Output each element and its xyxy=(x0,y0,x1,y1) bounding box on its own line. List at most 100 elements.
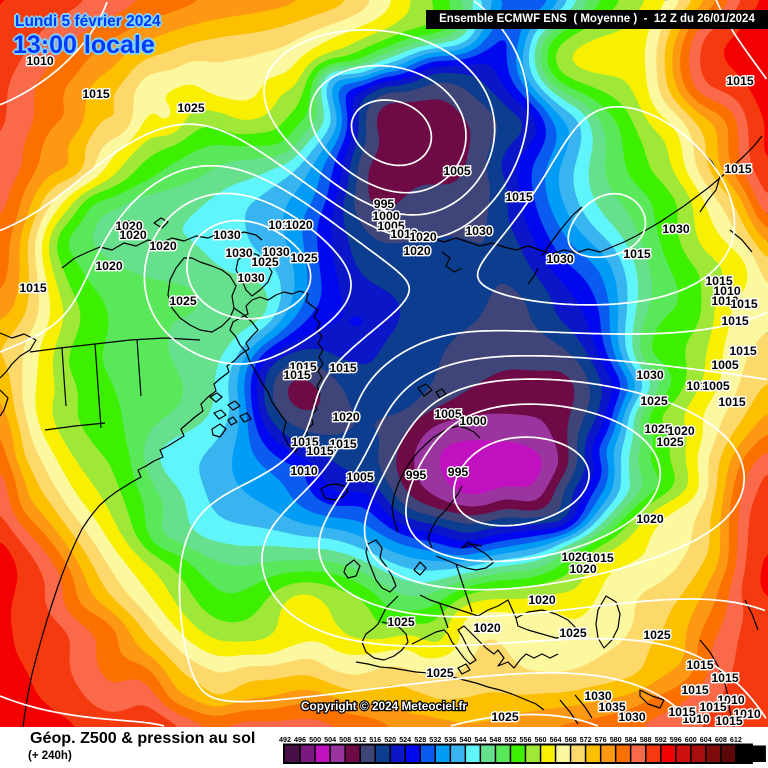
svg-text:995: 995 xyxy=(406,468,427,482)
svg-text:1015: 1015 xyxy=(623,247,651,261)
svg-text:1030: 1030 xyxy=(237,271,265,285)
svg-text:1005: 1005 xyxy=(434,407,462,421)
svg-text:588: 588 xyxy=(640,735,652,744)
svg-text:1020: 1020 xyxy=(561,550,589,564)
svg-text:1010: 1010 xyxy=(733,707,761,721)
svg-text:1000: 1000 xyxy=(372,209,400,223)
svg-text:556: 556 xyxy=(520,735,532,744)
svg-text:1015: 1015 xyxy=(82,87,110,101)
svg-text:1025: 1025 xyxy=(644,422,672,436)
svg-text:1030: 1030 xyxy=(584,689,612,703)
svg-text:1025: 1025 xyxy=(169,294,197,308)
svg-text:1015: 1015 xyxy=(705,274,733,288)
svg-text:1010: 1010 xyxy=(26,54,54,68)
svg-text:1020: 1020 xyxy=(115,219,143,233)
svg-text:1025: 1025 xyxy=(643,628,671,642)
svg-text:1010: 1010 xyxy=(390,227,418,241)
svg-text:1015: 1015 xyxy=(681,683,709,697)
svg-text:1020: 1020 xyxy=(569,562,597,576)
svg-text:532: 532 xyxy=(429,735,441,744)
svg-text:1005: 1005 xyxy=(443,164,471,178)
svg-text:1020: 1020 xyxy=(119,228,147,242)
svg-text:1035: 1035 xyxy=(598,700,626,714)
svg-text:1015: 1015 xyxy=(19,281,47,295)
svg-text:584: 584 xyxy=(625,735,637,744)
svg-text:1020: 1020 xyxy=(409,230,437,244)
svg-text:572: 572 xyxy=(580,735,592,744)
svg-text:548: 548 xyxy=(489,735,501,744)
svg-text:1015: 1015 xyxy=(721,314,749,328)
svg-text:995: 995 xyxy=(448,465,469,479)
svg-text:1010: 1010 xyxy=(711,294,739,308)
svg-text:552: 552 xyxy=(504,735,516,744)
svg-text:1030: 1030 xyxy=(213,228,241,242)
svg-text:1020: 1020 xyxy=(528,593,556,607)
svg-text:504: 504 xyxy=(324,735,336,744)
svg-text:1015: 1015 xyxy=(715,714,743,728)
svg-text:604: 604 xyxy=(700,735,712,744)
svg-text:1025: 1025 xyxy=(387,615,415,629)
svg-text:512: 512 xyxy=(354,735,366,744)
svg-text:1015: 1015 xyxy=(724,162,752,176)
svg-text:1020: 1020 xyxy=(667,424,695,438)
svg-text:1015: 1015 xyxy=(329,361,357,375)
svg-text:1015: 1015 xyxy=(726,74,754,88)
svg-text:516: 516 xyxy=(369,735,381,744)
svg-text:1020: 1020 xyxy=(285,218,313,232)
svg-text:1030: 1030 xyxy=(465,224,493,238)
svg-text:524: 524 xyxy=(399,735,411,744)
svg-text:508: 508 xyxy=(339,735,351,744)
svg-text:580: 580 xyxy=(610,735,622,744)
svg-text:1025: 1025 xyxy=(251,255,279,269)
svg-text:576: 576 xyxy=(595,735,607,744)
svg-text:1005: 1005 xyxy=(711,358,739,372)
svg-text:995: 995 xyxy=(374,197,395,211)
svg-text:1025: 1025 xyxy=(491,710,519,724)
svg-text:1020: 1020 xyxy=(332,410,360,424)
svg-text:1015: 1015 xyxy=(686,658,714,672)
svg-text:528: 528 xyxy=(414,735,426,744)
svg-text:1015: 1015 xyxy=(329,437,357,451)
svg-text:612: 612 xyxy=(730,735,742,744)
svg-text:1010: 1010 xyxy=(717,693,745,707)
svg-text:1030: 1030 xyxy=(618,710,646,724)
svg-text:1030: 1030 xyxy=(662,222,690,236)
svg-text:1015: 1015 xyxy=(668,705,696,719)
svg-text:1010: 1010 xyxy=(686,379,714,393)
svg-text:1025: 1025 xyxy=(656,435,684,449)
svg-text:1025: 1025 xyxy=(559,626,587,640)
svg-text:1030: 1030 xyxy=(262,245,290,259)
svg-text:1030: 1030 xyxy=(636,368,664,382)
svg-text:500: 500 xyxy=(309,735,321,744)
svg-text:1015: 1015 xyxy=(718,395,746,409)
svg-text:564: 564 xyxy=(550,735,562,744)
svg-text:568: 568 xyxy=(565,735,577,744)
svg-text:496: 496 xyxy=(294,735,306,744)
svg-text:1030: 1030 xyxy=(225,246,253,260)
svg-text:544: 544 xyxy=(474,735,486,744)
svg-text:1020: 1020 xyxy=(473,621,501,635)
svg-text:1015: 1015 xyxy=(586,551,614,565)
svg-text:540: 540 xyxy=(459,735,471,744)
svg-text:592: 592 xyxy=(655,735,667,744)
svg-text:560: 560 xyxy=(535,735,547,744)
svg-text:1015: 1015 xyxy=(289,360,317,374)
svg-text:1020: 1020 xyxy=(149,239,177,253)
svg-text:1015: 1015 xyxy=(306,444,334,458)
svg-text:596: 596 xyxy=(670,735,682,744)
svg-text:1010: 1010 xyxy=(268,218,296,232)
svg-text:1015: 1015 xyxy=(505,190,533,204)
svg-text:1015: 1015 xyxy=(711,671,739,685)
svg-text:600: 600 xyxy=(685,735,697,744)
svg-text:1000: 1000 xyxy=(459,414,487,428)
svg-text:1015: 1015 xyxy=(283,368,311,382)
svg-text:1025: 1025 xyxy=(640,394,668,408)
svg-text:1025: 1025 xyxy=(290,251,318,265)
svg-text:1010: 1010 xyxy=(713,284,741,298)
svg-text:492: 492 xyxy=(279,735,291,744)
svg-text:1015: 1015 xyxy=(730,297,758,311)
svg-text:608: 608 xyxy=(715,735,727,744)
svg-text:1005: 1005 xyxy=(346,470,374,484)
svg-text:1015: 1015 xyxy=(729,344,757,358)
svg-text:520: 520 xyxy=(384,735,396,744)
